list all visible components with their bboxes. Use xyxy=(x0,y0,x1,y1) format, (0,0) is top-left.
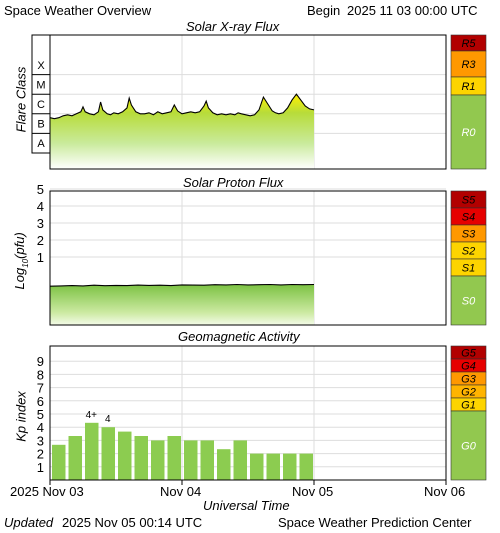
kp-tick-label: 3 xyxy=(37,433,44,448)
swpc-credit: Space Weather Prediction Center xyxy=(278,515,472,530)
scale-label: R0 xyxy=(461,127,476,139)
kp-data-label: 4+ xyxy=(86,410,98,421)
scale-label: S2 xyxy=(462,246,475,258)
time-tick-label: Nov 04 xyxy=(160,484,202,499)
scale-label: G5 xyxy=(461,348,477,360)
kp-tick-label: 8 xyxy=(37,367,44,382)
kp-bar xyxy=(250,453,264,480)
time-tick-label: Nov 06 xyxy=(424,484,466,499)
proton-tick-label: 5 xyxy=(37,182,44,197)
kp-bar xyxy=(151,440,165,480)
kp-bar xyxy=(184,440,198,480)
overview-title: Space Weather Overview xyxy=(4,3,152,18)
kp-bar xyxy=(167,436,181,480)
proton-tick-label: 2 xyxy=(37,233,44,248)
scale-label: R1 xyxy=(461,81,475,93)
kp-tick-label: 7 xyxy=(37,381,44,396)
xray-tick-label: C xyxy=(37,99,45,111)
proton-flux-fill xyxy=(50,284,314,325)
xray-flux-fill xyxy=(50,94,314,169)
kp-bar xyxy=(101,427,115,480)
scale-segment xyxy=(450,275,487,326)
scale-label: R5 xyxy=(461,38,476,50)
kp-tick-label: 5 xyxy=(37,407,44,422)
time-tick-label: Nov 05 xyxy=(292,484,334,499)
begin-label: Begin xyxy=(307,3,341,18)
xray-tick-label: X xyxy=(37,60,45,72)
scale-label: S4 xyxy=(462,212,475,224)
kp-bar xyxy=(266,453,280,480)
scale-label: G3 xyxy=(461,374,477,386)
scale-label: S1 xyxy=(462,263,475,275)
scale-label: S3 xyxy=(462,229,476,241)
kp-bar xyxy=(52,444,66,480)
xray-tick-label: B xyxy=(37,119,44,131)
scale-label: S0 xyxy=(462,296,476,308)
xray-tick-label: A xyxy=(37,138,45,150)
updated-label: Updated xyxy=(4,515,54,530)
proton-panel: 5 4 3 2 1 S5 S4 S3 S2 S1 S0 xyxy=(37,182,487,326)
xray-title: Solar X-ray Flux xyxy=(186,19,280,34)
kp-bar xyxy=(68,436,82,480)
time-tick-label: 2025 Nov 03 xyxy=(10,484,84,499)
proton-tick-label: 3 xyxy=(37,216,44,231)
scale-label: S5 xyxy=(462,195,476,207)
time-axis-label: Universal Time xyxy=(203,498,290,513)
kp-bar xyxy=(233,440,247,480)
xray-flux-line xyxy=(49,93,315,120)
kp-tick-label: 1 xyxy=(37,460,44,475)
kp-bar xyxy=(200,440,214,480)
scale-segment xyxy=(450,94,487,170)
scale-label: G4 xyxy=(461,361,476,373)
updated-value: 2025 Nov 05 00:14 UTC xyxy=(62,515,203,530)
kp-bar xyxy=(283,453,297,480)
xray-tick-label: M xyxy=(36,79,45,91)
scale-label: G2 xyxy=(461,387,476,399)
proton-tick-label: 4 xyxy=(37,199,44,214)
proton-title: Solar Proton Flux xyxy=(183,175,284,190)
kp-bar xyxy=(118,431,132,480)
kp-tick-label: 6 xyxy=(37,394,44,409)
kp-bar xyxy=(299,453,313,480)
scale-label: G0 xyxy=(461,441,477,453)
scale-label: R3 xyxy=(461,59,476,71)
scale-segment xyxy=(450,410,487,481)
kp-bar xyxy=(85,422,99,480)
proton-flux-line xyxy=(49,283,315,287)
kp-tick-label: 4 xyxy=(37,420,44,435)
begin-value: 2025 11 03 00:00 UTC xyxy=(347,3,478,18)
kp-tick-label: 9 xyxy=(37,354,44,369)
kp-data-label: 4 xyxy=(105,414,111,425)
kp-bar xyxy=(134,436,148,480)
kp-tick-label: 2 xyxy=(37,447,44,462)
proton-tick-label: 1 xyxy=(37,250,44,265)
geomag-title: Geomagnetic Activity xyxy=(178,329,300,344)
scale-label: G1 xyxy=(461,400,476,412)
kp-bar xyxy=(217,449,231,480)
